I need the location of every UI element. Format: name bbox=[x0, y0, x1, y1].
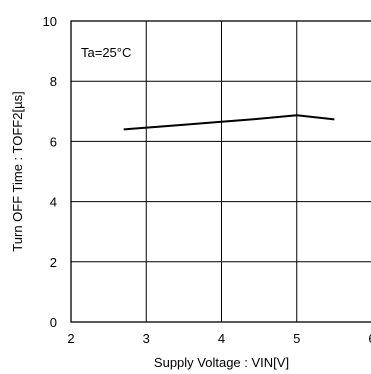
y-tick-label-10: 10 bbox=[43, 14, 57, 29]
x-tick-label-5: 5 bbox=[293, 331, 300, 346]
y-tick-label-6: 6 bbox=[50, 134, 57, 149]
series-layer bbox=[123, 114, 335, 131]
y-tick-label-4: 4 bbox=[50, 195, 57, 210]
x-tick-label-2: 2 bbox=[67, 331, 74, 346]
tick-labels: 234560246810 bbox=[43, 14, 371, 346]
y-tick-label-2: 2 bbox=[50, 255, 57, 270]
x-tick-label-4: 4 bbox=[218, 331, 225, 346]
y-axis-label: Turn OFF Time : TOFF2[µs] bbox=[10, 91, 25, 251]
x-tick-label-3: 3 bbox=[143, 331, 150, 346]
x-tick-label-6: 6 bbox=[368, 331, 371, 346]
grid bbox=[70, 20, 371, 323]
x-axis-label: Supply Voltage : VIN[V] bbox=[154, 355, 289, 370]
y-tick-label-0: 0 bbox=[50, 315, 57, 330]
series-line-0 bbox=[123, 114, 335, 131]
annotation-temperature: Ta=25°C bbox=[81, 45, 131, 60]
plot-frame bbox=[70, 20, 371, 323]
y-tick-label-8: 8 bbox=[50, 74, 57, 89]
